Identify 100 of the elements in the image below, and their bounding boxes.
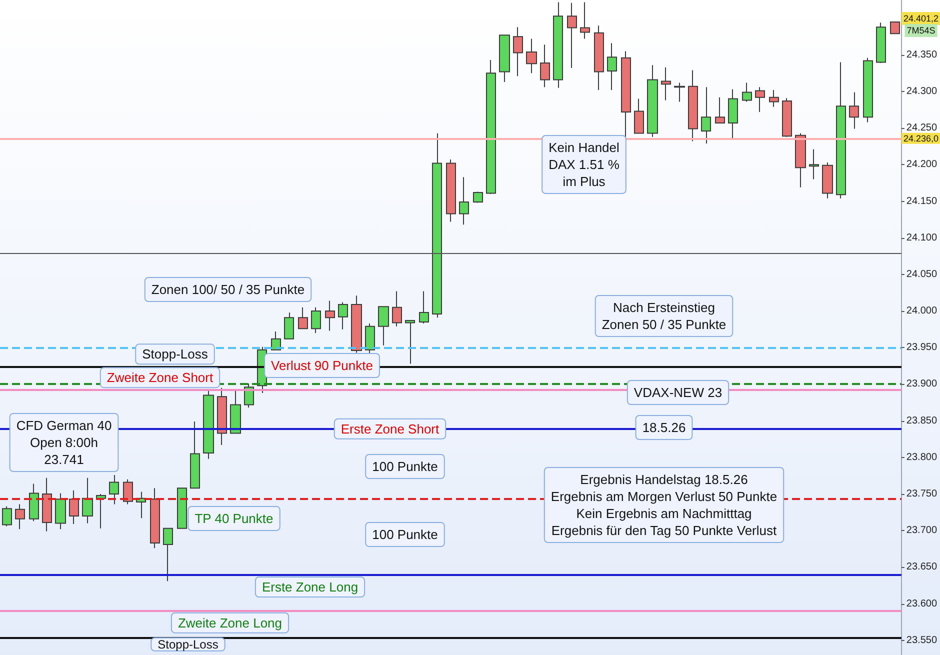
y-tick-label: 24.200	[906, 159, 938, 170]
candlestick	[567, 2, 577, 69]
candlestick	[365, 322, 375, 354]
candlestick	[69, 490, 79, 524]
candlestick	[378, 306, 389, 346]
candlestick	[513, 26, 523, 77]
candlestick	[419, 290, 429, 324]
y-tick-label: 23.850	[906, 415, 938, 426]
annotation: Zonen 100/ 50 / 35 Punkte	[151, 282, 305, 297]
annotation: 100 Punkte	[372, 527, 438, 542]
ref-line-label: Erste Zone Long	[262, 579, 358, 594]
candlestick	[271, 331, 281, 350]
ref-line-label: Stopp-Loss	[142, 346, 208, 362]
candlestick	[594, 25, 604, 91]
candlestick	[123, 478, 133, 505]
candlestick	[486, 60, 496, 194]
candlestick	[728, 88, 738, 140]
y-tick-label: 24.050	[906, 268, 938, 280]
ref-line-label: Zweite Zone Long	[178, 615, 282, 630]
candlestick	[351, 295, 362, 354]
candlestick	[701, 86, 711, 144]
annotation: 100 Punkte	[372, 459, 438, 474]
annotation: Nach Ersteinstieg Zonen 50 / 35 Punkte	[602, 300, 726, 332]
y-tick-label: 23.600	[906, 598, 938, 610]
y-tick-label: 23.750	[906, 488, 938, 500]
candlestick	[782, 98, 792, 138]
candlestick	[769, 90, 779, 108]
annotation: Kein Handel DAX 1.51 % im Plus	[548, 140, 620, 189]
annotation: VDAX-NEW 23	[634, 385, 722, 400]
annotation: Verlust 90 Punkte	[271, 358, 373, 373]
ref-line-label: 24.236,0	[903, 133, 939, 144]
y-tick-label: 24.350	[906, 49, 938, 60]
candlestick	[809, 148, 819, 180]
candlestick	[822, 162, 833, 199]
candlestick	[150, 488, 160, 549]
candlestick	[177, 488, 187, 529]
ref-line-label: Zweite Zone Short	[106, 370, 214, 386]
y-tick-label: 24.300	[906, 86, 938, 97]
candlestick	[661, 66, 671, 101]
candlestick	[473, 191, 483, 204]
y-tick-label: 23.550	[906, 634, 938, 646]
candlestick	[15, 504, 25, 530]
candlestick	[688, 70, 698, 142]
annotation: TP 40 Punkte	[194, 511, 274, 526]
candlestick	[29, 483, 39, 522]
candlestick	[217, 387, 227, 446]
candlestick	[876, 22, 886, 64]
candlestick	[526, 38, 537, 74]
ref-line-label: Stopp-Loss	[158, 637, 218, 652]
y-tick-label: 23.900	[906, 378, 938, 390]
candlestick	[432, 132, 442, 318]
candlestick	[890, 21, 900, 34]
y-tick-label: 24.000	[906, 306, 938, 317]
candlestick	[647, 64, 658, 138]
candlestick	[715, 96, 725, 124]
candlestick	[311, 306, 321, 334]
y-tick-label: 24.150	[906, 196, 938, 207]
candlestick	[499, 34, 510, 82]
annotation: CFD German 40 Open 8:00h 23.741	[16, 418, 112, 467]
y-tick-label: 23.650	[906, 562, 938, 573]
candlestick	[607, 42, 617, 91]
candlestick	[446, 159, 456, 222]
candlestick	[634, 98, 644, 134]
text: 7M54S	[906, 26, 936, 36]
candlestick	[849, 92, 859, 130]
candlestick	[96, 493, 106, 529]
candlestick	[863, 57, 873, 123]
candlestick	[795, 132, 806, 188]
candlestick	[325, 300, 335, 332]
y-tick-label: 24.100	[906, 232, 938, 244]
candlestick	[82, 477, 93, 524]
text: 24.401,2	[903, 14, 939, 24]
annotation: 18.5.26	[642, 420, 686, 435]
candlestick	[42, 477, 52, 532]
candlestick	[284, 312, 294, 340]
ref-line-label: Erste Zone Short	[340, 421, 440, 436]
y-tick-label: 23.950	[906, 342, 938, 354]
candlestick	[742, 82, 752, 102]
candlestick	[621, 50, 631, 138]
candlestick	[755, 86, 765, 112]
candlestick	[230, 388, 241, 434]
candlestick	[55, 492, 66, 530]
candlestick	[553, 2, 563, 88]
y-tick-label: 23.700	[906, 525, 938, 536]
candlestick	[459, 176, 469, 226]
candlestick	[674, 82, 685, 102]
candlestick	[163, 528, 173, 582]
annotation: Ergebnis Handelstag 18.5.26 Ergebnis am Morgen Verlust 50 Punkte Kein Ergebnis am Nachmitttag Ergebnis für den Tag 50 Punkte Verlust	[550, 472, 778, 538]
candlestick	[540, 44, 550, 88]
candlestick	[190, 421, 200, 489]
candlestick	[338, 302, 348, 330]
candlestick	[392, 290, 402, 327]
y-tick-label: 23.800	[906, 452, 938, 463]
candlestick	[405, 320, 415, 364]
y-tick-label: 24.250	[906, 122, 938, 134]
candlestick	[298, 306, 308, 330]
candlestick	[836, 62, 846, 199]
candlestick	[109, 474, 119, 505]
candlestick	[203, 390, 214, 460]
candlestick	[580, 2, 590, 40]
